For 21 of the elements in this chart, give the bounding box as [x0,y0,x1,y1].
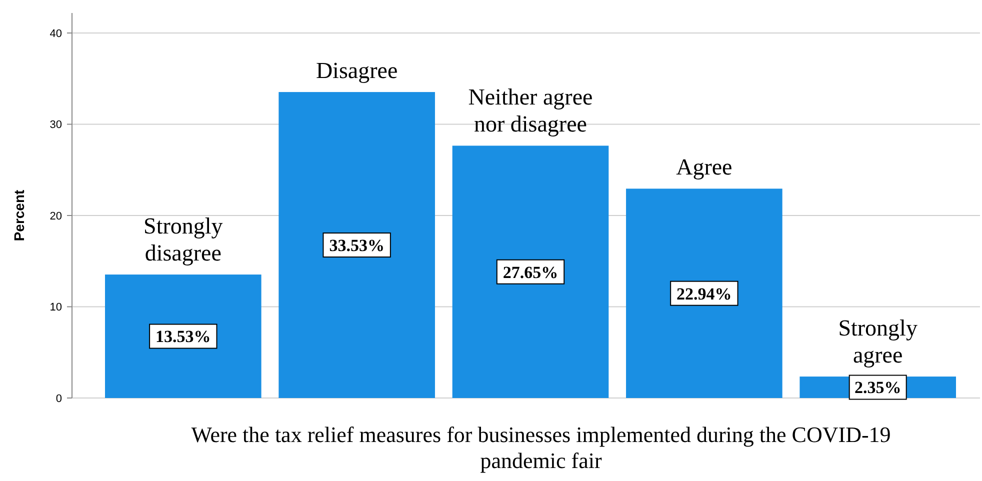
y-tick-label: 40 [50,28,62,40]
y-tick-label: 30 [50,119,62,132]
data-label: 27.65% [502,262,558,282]
bar [452,146,609,398]
x-tick-label: Neither agree nor disagree [468,84,593,137]
x-tick-label: Disagree [316,58,398,84]
data-label: 33.53% [329,236,384,255]
bar [105,274,262,398]
data-label: 22.94% [676,284,732,304]
x-axis-title: Were the tax relief measures for businesses implemented during the COVID-19 pandemic fair [191,422,891,473]
y-tick-label: 20 [50,210,62,222]
y-axis-title: Percent [11,189,27,242]
x-tick-label: Strongly agree [838,316,918,368]
x-tick-label: Strongly disagree [144,214,224,266]
data-label: 2.35% [854,378,902,398]
bar [626,188,782,398]
x-tick-label: Agree [676,154,732,180]
bar [278,92,435,398]
data-label: 13.53% [156,327,211,346]
y-tick-label: 10 [50,302,62,314]
y-tick-label: 0 [56,392,62,405]
